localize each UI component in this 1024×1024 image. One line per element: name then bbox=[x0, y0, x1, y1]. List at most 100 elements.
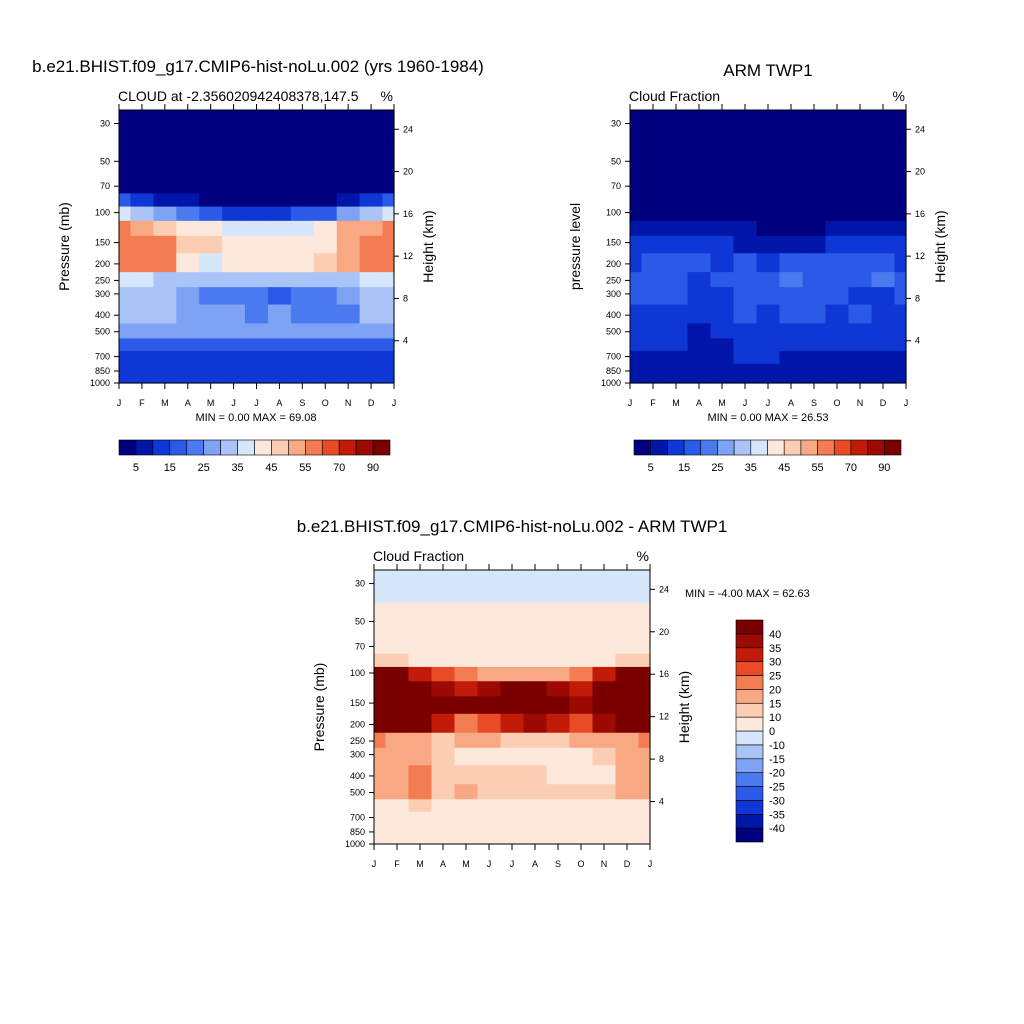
field-cell bbox=[477, 602, 502, 635]
field-cell bbox=[359, 350, 384, 365]
field-cell bbox=[408, 713, 433, 734]
field-cell bbox=[546, 824, 571, 839]
field-cell bbox=[290, 338, 315, 352]
field-cell bbox=[119, 253, 132, 273]
field-cell bbox=[408, 633, 433, 655]
field-cell bbox=[592, 681, 617, 697]
field-cell bbox=[802, 220, 827, 237]
field-cell bbox=[523, 666, 548, 682]
y-tick-label: 30 bbox=[611, 118, 621, 128]
field-cell bbox=[756, 363, 781, 378]
x-tick-label: J bbox=[766, 398, 771, 408]
field-cell bbox=[546, 681, 571, 697]
field-cell bbox=[359, 272, 384, 288]
field-cell bbox=[664, 376, 689, 384]
field-cell bbox=[638, 602, 651, 635]
field-cell bbox=[779, 220, 804, 237]
colorbar-tick-label: 55 bbox=[811, 462, 823, 474]
field-cell bbox=[313, 173, 338, 194]
field-cell bbox=[500, 799, 525, 813]
field-cell bbox=[454, 811, 479, 826]
field-cell bbox=[733, 253, 758, 273]
field-cell bbox=[313, 193, 338, 208]
y-axis-label: Pressure (mb) bbox=[311, 663, 327, 752]
y-tick-label: 300 bbox=[606, 289, 621, 299]
field-cell bbox=[825, 304, 850, 325]
field-cell bbox=[336, 363, 361, 378]
field-cell bbox=[382, 173, 395, 194]
field-cell bbox=[546, 784, 571, 800]
field-cell bbox=[710, 173, 735, 194]
field-cell bbox=[500, 837, 525, 845]
field-cell bbox=[336, 110, 361, 143]
colorbar: 5 15 25 35 45 55 70 90 bbox=[118, 439, 391, 474]
field-cell bbox=[408, 681, 433, 697]
field-cell bbox=[267, 142, 292, 175]
field-cell bbox=[119, 350, 132, 365]
field-cell bbox=[336, 142, 361, 175]
field-cell bbox=[592, 811, 617, 826]
field-cell bbox=[756, 142, 781, 175]
field-cell bbox=[523, 824, 548, 839]
field-cell bbox=[802, 323, 827, 340]
field-cell bbox=[687, 206, 712, 222]
min-max-text: MIN = -4.00 MAX = 62.63 bbox=[685, 588, 810, 600]
field-cell bbox=[408, 811, 433, 826]
field-cell bbox=[779, 235, 804, 254]
field-cell bbox=[615, 681, 640, 697]
field-cell bbox=[408, 732, 433, 749]
field-cell bbox=[687, 253, 712, 273]
colorbar-swatch bbox=[735, 716, 764, 732]
field-cell bbox=[359, 193, 384, 208]
field-cell bbox=[523, 696, 548, 715]
field-cell bbox=[615, 765, 640, 785]
field-cell bbox=[222, 220, 246, 237]
y-axis-right-label: Height (km) bbox=[676, 671, 692, 743]
field-cell bbox=[615, 732, 640, 749]
field-cell bbox=[638, 633, 651, 655]
field-cell bbox=[245, 376, 269, 384]
field-cell bbox=[638, 784, 651, 800]
field-cell bbox=[894, 142, 907, 175]
field-cell bbox=[733, 110, 758, 143]
field-cell bbox=[569, 602, 594, 635]
field-cell bbox=[477, 811, 502, 826]
field-cell bbox=[569, 799, 594, 813]
field-cell bbox=[130, 193, 154, 208]
y-tick-label: 700 bbox=[606, 352, 621, 362]
y-tick-label: 400 bbox=[350, 771, 365, 781]
field-cell bbox=[687, 287, 712, 306]
field-cell bbox=[454, 824, 479, 839]
field-cell bbox=[630, 206, 643, 222]
field-cell bbox=[664, 193, 689, 208]
field-cell bbox=[615, 784, 640, 800]
field-cell bbox=[359, 363, 384, 378]
field-cell bbox=[176, 142, 200, 175]
field-cells bbox=[374, 570, 651, 845]
y-tick-right-label: 16 bbox=[915, 209, 925, 219]
field-cell bbox=[431, 666, 456, 682]
field-cell bbox=[130, 323, 154, 340]
field-cell bbox=[871, 323, 896, 340]
field-cell bbox=[153, 287, 177, 306]
field-cell bbox=[431, 681, 456, 697]
field-cell bbox=[374, 799, 387, 813]
x-tick-label: N bbox=[345, 398, 352, 408]
y-tick-right-label: 12 bbox=[403, 251, 413, 261]
colorbar-swatch bbox=[372, 439, 391, 456]
field-cell bbox=[374, 666, 387, 682]
colorbar-swatch bbox=[633, 439, 651, 456]
field-cell bbox=[802, 173, 827, 194]
x-tick-label: A bbox=[696, 398, 702, 408]
field-cell bbox=[779, 363, 804, 378]
field-cell bbox=[641, 376, 666, 384]
field-cell bbox=[199, 220, 223, 237]
field-cell bbox=[267, 323, 292, 340]
field-cell bbox=[382, 272, 395, 288]
y-tick-right-label: 20 bbox=[915, 167, 925, 177]
field-cell bbox=[119, 376, 132, 384]
field-cell bbox=[385, 765, 410, 785]
y-tick-right-label: 24 bbox=[659, 584, 669, 594]
field-cell bbox=[592, 837, 617, 845]
field-cell bbox=[385, 811, 410, 826]
